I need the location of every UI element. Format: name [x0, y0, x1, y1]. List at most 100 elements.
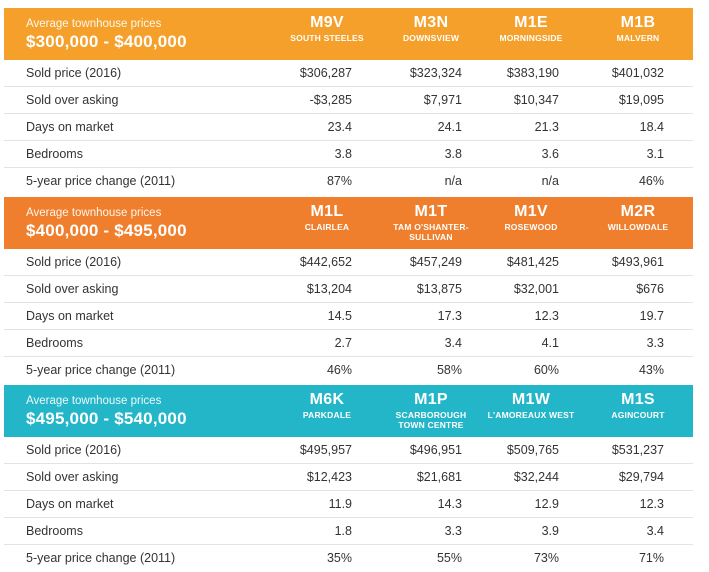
- table-cell: $401,032: [611, 66, 664, 80]
- price-tier-section: Average townhouse prices $300,000 - $400,…: [4, 8, 693, 194]
- area-column-header: M1L CLAIRLEA: [279, 202, 375, 232]
- header-label: Average townhouse prices: [26, 207, 162, 219]
- area-column-header: M1P SCARBOROUGH TOWN CENTRE: [383, 390, 479, 430]
- postal-code: M1S: [621, 391, 655, 408]
- header-label: Average townhouse prices: [26, 18, 162, 30]
- table-cell: 87%: [326, 174, 352, 188]
- table-cell: $19,095: [618, 93, 664, 107]
- neighbourhood-name: DOWNSVIEW: [402, 33, 460, 43]
- neighbourhood-name: AGINCOURT: [611, 410, 665, 420]
- table-cell: $496,951: [409, 443, 462, 457]
- section-header: Average townhouse prices $495,000 - $540,…: [4, 385, 693, 437]
- table-cell: $383,190: [506, 66, 559, 80]
- table-cell: 14.5: [327, 309, 352, 323]
- neighbourhood-name: CLAIRLEA: [304, 222, 350, 232]
- table-cell: $7,971: [423, 93, 462, 107]
- table-cell: 21.3: [534, 120, 559, 134]
- table-cell: 58%: [436, 363, 462, 377]
- table-cell: n/a: [444, 174, 462, 188]
- row-label: Bedrooms: [26, 336, 83, 350]
- table-cell: $493,961: [611, 255, 664, 269]
- row-label: Sold price (2016): [26, 443, 122, 457]
- price-tier-section: Average townhouse prices $495,000 - $540,…: [4, 385, 693, 571]
- table-cell: 3.8: [444, 147, 462, 161]
- section-rows: Sold price (2016) $306,287 $323,324 $383,19…: [4, 60, 693, 194]
- table-row: Bedrooms 3.8 3.8 3.6 3.1: [4, 141, 693, 168]
- table-cell: 43%: [638, 363, 664, 377]
- section-rows: Sold price (2016) $442,652 $457,249 $481,42…: [4, 249, 693, 383]
- table-cell: $32,244: [513, 470, 559, 484]
- neighbourhood-name: SCARBOROUGH TOWN CENTRE: [395, 410, 467, 430]
- table-cell: 4.1: [541, 336, 559, 350]
- table-row: Sold price (2016) $306,287 $323,324 $383,19…: [4, 60, 693, 87]
- price-range: $300,000 - $400,000: [26, 32, 187, 51]
- table-cell: 46%: [326, 363, 352, 377]
- table-cell: $676: [636, 282, 664, 296]
- table-cell: $32,001: [513, 282, 559, 296]
- postal-code: M1B: [620, 14, 656, 31]
- postal-code: M1W: [511, 391, 551, 408]
- table-cell: 55%: [436, 551, 462, 565]
- table-cell: 23.4: [327, 120, 352, 134]
- table-cell: 12.3: [639, 497, 664, 511]
- neighbourhood-name: PARKDALE: [302, 410, 352, 420]
- table-row: Sold over asking $12,423 $21,681 $32,244 $29…: [4, 464, 693, 491]
- postal-code: M2R: [620, 203, 656, 220]
- table-row: Sold over asking -$3,285 $7,971 $10,347 $19,…: [4, 87, 693, 114]
- table-cell: 12.3: [534, 309, 559, 323]
- postal-code: M1L: [310, 203, 344, 220]
- table-cell: 1.8: [334, 524, 352, 538]
- header-label: Average townhouse prices: [26, 395, 162, 407]
- table-cell: 12.9: [534, 497, 559, 511]
- table-cell: $531,237: [611, 443, 664, 457]
- neighbourhood-name: MALVERN: [616, 33, 660, 43]
- table-row: Sold price (2016) $442,652 $457,249 $481,42…: [4, 249, 693, 276]
- section-header: Average townhouse prices $400,000 - $495,…: [4, 197, 693, 249]
- table-cell: $481,425: [506, 255, 559, 269]
- table-cell: 3.1: [646, 147, 664, 161]
- postal-code: M1V: [514, 203, 548, 220]
- table-cell: $457,249: [409, 255, 462, 269]
- table-cell: $509,765: [506, 443, 559, 457]
- table-cell: 24.1: [437, 120, 462, 134]
- row-label: Bedrooms: [26, 524, 83, 538]
- table-cell: 71%: [638, 551, 664, 565]
- price-tier-section: Average townhouse prices $400,000 - $495,…: [4, 197, 693, 383]
- postal-code: M6K: [309, 391, 345, 408]
- table-row: 5-year price change (2011) 87% n/a n/a 46%: [4, 168, 693, 194]
- neighbourhood-name: ROSEWOOD: [504, 222, 558, 232]
- section-header: Average townhouse prices $300,000 - $400,…: [4, 8, 693, 60]
- table-cell: 73%: [533, 551, 559, 565]
- row-label: 5-year price change (2011): [26, 363, 176, 377]
- area-column-header: M1B MALVERN: [590, 13, 686, 43]
- table-cell: n/a: [541, 174, 559, 188]
- row-label: 5-year price change (2011): [26, 551, 176, 565]
- price-range: $400,000 - $495,000: [26, 221, 187, 240]
- table-row: Sold price (2016) $495,957 $496,951 $509,76…: [4, 437, 693, 464]
- row-label: Days on market: [26, 497, 114, 511]
- row-label: Sold over asking: [26, 470, 119, 484]
- table-cell: $12,423: [306, 470, 352, 484]
- area-column-header: M1V ROSEWOOD: [483, 202, 579, 232]
- neighbourhood-name: L'AMOREAUX WEST: [487, 410, 575, 420]
- area-column-header: M1T TAM O'SHANTER-SULLIVAN: [383, 202, 479, 242]
- area-column-header: M1S AGINCOURT: [590, 390, 686, 420]
- table-cell: 3.3: [444, 524, 462, 538]
- neighbourhood-name: MORNINGSIDE: [499, 33, 563, 43]
- area-column-header: M1W L'AMOREAUX WEST: [483, 390, 579, 420]
- section-title: Average townhouse prices $400,000 - $495,…: [26, 206, 187, 242]
- table-cell: 11.9: [328, 497, 352, 511]
- table-cell: 3.3: [646, 336, 664, 350]
- table-cell: 18.4: [639, 120, 664, 134]
- neighbourhood-name: WILLOWDALE: [607, 222, 669, 232]
- section-title: Average townhouse prices $300,000 - $400,…: [26, 17, 187, 53]
- table-cell: $442,652: [299, 255, 352, 269]
- neighbourhood-name: TAM O'SHANTER-SULLIVAN: [393, 222, 469, 242]
- postal-code: M1T: [414, 203, 448, 220]
- table-cell: 19.7: [639, 309, 664, 323]
- table-row: Days on market 23.4 24.1 21.3 18.4: [4, 114, 693, 141]
- table-cell: $13,875: [416, 282, 462, 296]
- table-cell: 17.3: [437, 309, 462, 323]
- area-column-header: M3N DOWNSVIEW: [383, 13, 479, 43]
